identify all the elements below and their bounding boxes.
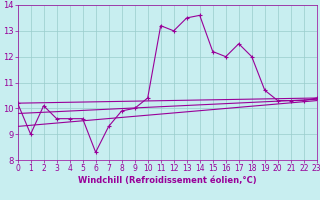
X-axis label: Windchill (Refroidissement éolien,°C): Windchill (Refroidissement éolien,°C): [78, 176, 257, 185]
